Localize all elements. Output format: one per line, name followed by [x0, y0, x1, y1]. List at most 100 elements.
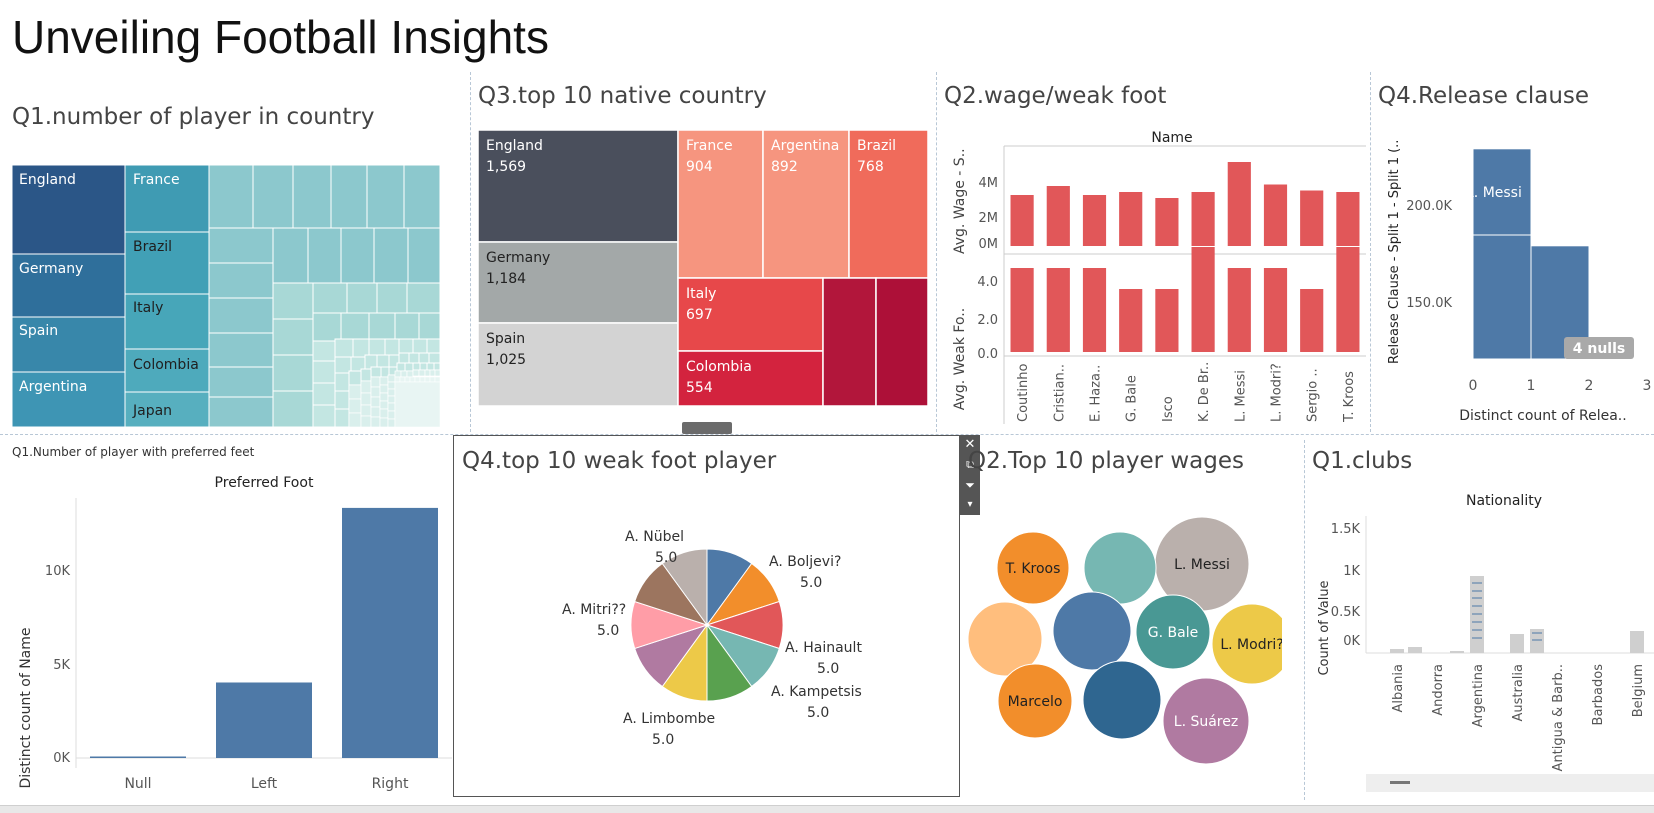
bubble-label: Marcelo — [1008, 694, 1063, 710]
q1-country-treemap[interactable]: England Germany Spain Argentina France B… — [12, 165, 440, 427]
bubble[interactable] — [1082, 660, 1162, 740]
treemap-label: Brazil — [133, 239, 172, 255]
pie-label: A. Limbombe — [623, 711, 715, 727]
nulls-badge[interactable] — [1564, 337, 1634, 359]
scrollbar-thumb[interactable] — [1390, 781, 1410, 784]
bar[interactable] — [1082, 195, 1107, 246]
bar[interactable] — [1046, 186, 1070, 246]
bar[interactable] — [1390, 649, 1404, 653]
bar[interactable] — [1530, 629, 1544, 653]
treemap-label: Argentina — [771, 138, 839, 154]
bar[interactable] — [342, 507, 438, 758]
q3-treemap[interactable]: England 1,569 Germany 1,184 Spain 1,025 France… — [478, 130, 928, 406]
q4-weak-pie[interactable]: A. Boljevi? 5.0 A. Hainault 5.0 A. Kampetsis… — [455, 490, 955, 790]
treemap-value: 1,184 — [486, 271, 526, 287]
bubble[interactable] — [1211, 603, 1282, 685]
bar[interactable] — [1263, 184, 1288, 247]
treemap-cell[interactable] — [478, 130, 679, 243]
x-tick-label: Coutinho — [1016, 364, 1031, 422]
pie-value: 5.0 — [652, 732, 674, 748]
treemap-label: England — [486, 138, 543, 154]
treemap-cell[interactable] — [677, 277, 824, 352]
treemap-cell[interactable] — [677, 350, 824, 406]
bubble[interactable] — [1135, 594, 1211, 670]
sheet-tab-bar[interactable] — [0, 805, 1654, 813]
q4-release-chart[interactable]: Release Clause - Split 1 - Split 1 (.. 2… — [1378, 124, 1654, 430]
treemap-cell[interactable] — [478, 322, 679, 406]
treemap-value: 1,569 — [486, 159, 526, 175]
bubble[interactable] — [1052, 591, 1132, 671]
bar[interactable] — [1450, 651, 1464, 653]
treemap-value: 892 — [771, 159, 798, 175]
y-tick-label: 200.0K — [1406, 199, 1452, 214]
bar[interactable] — [1227, 162, 1251, 246]
separator — [1304, 440, 1305, 800]
y-tick-label: 4M — [979, 176, 999, 191]
treemap-label: Germany — [19, 261, 83, 277]
bar[interactable] — [1155, 289, 1179, 352]
bar[interactable] — [1191, 247, 1215, 352]
bubble[interactable] — [1162, 677, 1250, 765]
bar[interactable] — [1300, 289, 1324, 352]
treemap-cell[interactable] — [848, 130, 928, 279]
bar[interactable] — [1119, 289, 1143, 352]
treemap-label: Japan — [132, 403, 172, 419]
bar[interactable] — [1046, 268, 1070, 352]
treemap-label: England — [19, 172, 76, 188]
bar[interactable] — [216, 682, 312, 758]
pie-label: A. Kampetsis — [771, 684, 862, 700]
bar[interactable] — [1472, 148, 1532, 360]
y-axis-label: Count of Value — [1317, 580, 1332, 675]
treemap-cell[interactable] — [677, 130, 764, 279]
open-external-icon[interactable]: ⧉ — [960, 455, 980, 475]
bubble-label: T. Kroos — [1005, 561, 1061, 577]
x-tick-label: K. De Br.. — [1197, 362, 1212, 422]
y-tick-label: 0.0 — [977, 347, 998, 362]
q1-country-title: Q1.number of player in country — [12, 104, 375, 130]
q2-wage-chart[interactable]: Name Avg. Wage - S.. Avg. Weak Fo.. 4M 2… — [942, 124, 1366, 430]
bar[interactable] — [1408, 647, 1422, 653]
pie-slice[interactable] — [661, 548, 708, 627]
treemap-cell[interactable] — [762, 130, 850, 279]
x-tick-label: L. Messi — [1233, 370, 1248, 422]
bar[interactable] — [1336, 192, 1360, 246]
chevron-down-icon[interactable]: ▾ — [960, 495, 980, 515]
drag-handle[interactable] — [682, 422, 732, 434]
bar[interactable] — [1191, 192, 1215, 246]
bar[interactable] — [1155, 198, 1179, 246]
treemap-cell[interactable] — [875, 277, 928, 406]
q1-feet-chart[interactable]: Preferred Foot Distinct count of Name 10… — [12, 468, 452, 802]
bar[interactable] — [1010, 268, 1034, 352]
bar[interactable] — [1119, 192, 1143, 246]
horizontal-scrollbar[interactable] — [1366, 774, 1654, 792]
pie-value: 5.0 — [807, 705, 829, 721]
bubble[interactable] — [997, 663, 1073, 739]
bar[interactable] — [1263, 268, 1288, 352]
chart-header: Preferred Foot — [215, 475, 314, 491]
close-icon[interactable]: ✕ — [960, 435, 980, 455]
bar[interactable] — [1630, 631, 1644, 653]
treemap-label: Colombia — [133, 357, 199, 373]
bubble[interactable] — [996, 531, 1070, 605]
treemap-cell[interactable] — [822, 277, 877, 406]
separator — [0, 434, 1654, 435]
filter-icon[interactable]: ⏷ — [960, 475, 980, 495]
q1-clubs-chart[interactable]: Nationality Count of Value 1.5K 1K 0.5K … — [1310, 488, 1654, 800]
bar[interactable] — [1300, 190, 1324, 247]
bar[interactable] — [1010, 195, 1034, 246]
q2-bubble-chart[interactable]: L. Messi T. Kroos G. Bale L. Modri? Marcelo L… — [962, 505, 1282, 795]
bar[interactable] — [1510, 634, 1524, 653]
bar[interactable] — [1336, 247, 1360, 352]
bar[interactable] — [1082, 268, 1107, 352]
treemap-value: 697 — [686, 307, 713, 323]
bubble[interactable] — [967, 601, 1043, 677]
separator — [936, 72, 937, 432]
chart-header: Name — [1151, 130, 1192, 146]
bar[interactable] — [1227, 268, 1251, 352]
treemap-value: 554 — [686, 380, 713, 396]
x-tick-label: Argentina — [1471, 664, 1486, 727]
y-tick-label: 1.5K — [1331, 522, 1361, 537]
bar[interactable] — [90, 756, 186, 759]
x-tick-label: 1 — [1527, 378, 1536, 394]
treemap-cell[interactable] — [478, 241, 679, 324]
